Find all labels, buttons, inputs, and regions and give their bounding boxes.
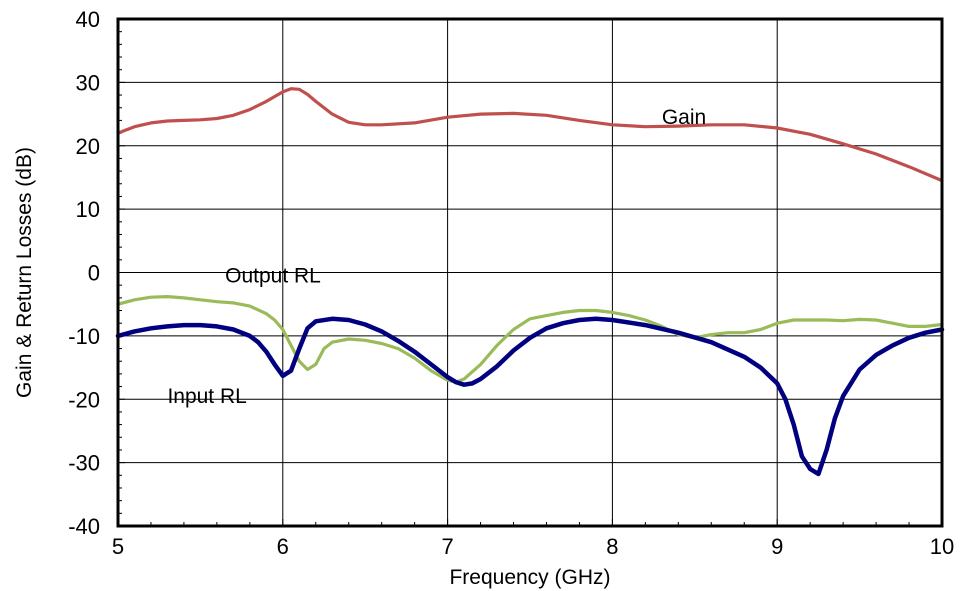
y-tick-label: -40	[68, 514, 100, 539]
y-axis-title: Gain & Return Losses (dB)	[13, 147, 36, 398]
x-tick-label: 6	[277, 534, 289, 559]
gridlines	[118, 19, 942, 526]
y-tick-label: 20	[76, 134, 100, 159]
y-tick-label: -10	[68, 324, 100, 349]
y-tick-label: -30	[68, 451, 100, 476]
x-tick-label: 7	[441, 534, 453, 559]
x-tick-labels: 5 6 7 8 9 10	[112, 534, 954, 559]
plot-frame	[116, 17, 944, 528]
series-annotations: Gain Output RL Input RL	[167, 106, 706, 408]
x-tick-label: 10	[930, 534, 954, 559]
y-tick-label: 10	[76, 197, 100, 222]
series-annotation: Gain	[662, 106, 706, 129]
y-tick-label: 40	[76, 7, 100, 32]
y-tick-label: 30	[76, 70, 100, 95]
x-axis-title: Frequency (GHz)	[449, 566, 610, 589]
y-tick-label: 0	[88, 261, 100, 286]
series-annotation: Input RL	[167, 385, 246, 408]
y-tick-labels: -40 -30 -20 -10 0 10 20 30 40	[68, 7, 100, 539]
x-tick-label: 5	[112, 534, 124, 559]
y-tick-label: -20	[68, 387, 100, 412]
series-annotation: Output RL	[225, 265, 321, 288]
series-line-input-rl	[115, 316, 945, 477]
x-tick-label: 9	[771, 534, 783, 559]
x-tick-label: 8	[606, 534, 618, 559]
series-line-output-rl	[116, 295, 944, 384]
series-line-gain	[116, 87, 944, 183]
series-lines	[115, 87, 945, 477]
